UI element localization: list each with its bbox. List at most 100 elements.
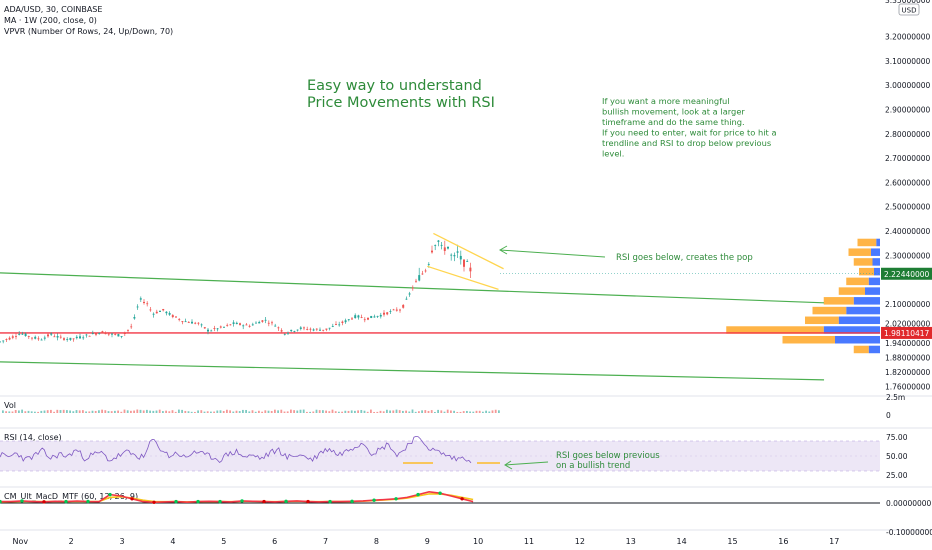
pop-arrow[interactable] (498, 245, 606, 258)
candle-body (399, 309, 401, 311)
vpvr-indicator-label[interactable]: VPVR (Number Of Rows, 24, Up/Down, 70) (4, 27, 173, 36)
candle-body (347, 319, 350, 321)
volume-bar (11, 411, 14, 413)
volume-bar (232, 411, 235, 413)
strategy-note[interactable]: If you want a more meaningful bullish mo… (602, 96, 779, 159)
price-axis[interactable]: 3.35000000 3.20000000 3.10000000 3.00000000… (885, 0, 931, 392)
candle-body (453, 255, 456, 257)
wedge-pattern[interactable] (427, 232, 504, 291)
volume-bar (277, 410, 279, 413)
volume-bar (229, 410, 231, 413)
headline-annotation[interactable]: Easy way to understand Price Movements w… (307, 78, 495, 111)
candle-body (235, 322, 238, 325)
volume-bar (104, 410, 107, 413)
pop-note[interactable]: RSI goes below, creates the pop (616, 253, 753, 263)
candle-body (59, 336, 62, 338)
candle-body (107, 333, 110, 335)
time-axis-tick: 5 (221, 537, 226, 546)
macd-pane[interactable]: CM_Ult_MacD_MTF (60, 12, 26, 9) 0.000000… (0, 490, 932, 538)
time-axis[interactable]: Nov 2 3 4 5 6 7 8 9 10 11 12 13 14 15 16 17 (13, 537, 840, 546)
candle-body (344, 320, 347, 323)
volume-bar (482, 411, 484, 413)
candle-body (168, 312, 171, 315)
candle-body (24, 333, 27, 337)
volume-bar (245, 409, 247, 413)
volume-bar (30, 411, 33, 413)
candle-body (379, 314, 382, 317)
volume-bar (213, 411, 215, 413)
volume-bar (274, 409, 276, 413)
volume-bar (50, 409, 52, 413)
candle-body (232, 322, 235, 324)
volume-profile-down-bar (857, 238, 877, 247)
volume-bar (331, 409, 334, 413)
volume-bar (350, 410, 353, 413)
volume-bar (149, 410, 151, 413)
support-price-label: 1.98110417 (884, 329, 930, 338)
volume-bar (107, 411, 110, 413)
volume-bar (302, 409, 305, 413)
candle-body (299, 327, 302, 329)
candle-body (184, 321, 187, 323)
candle-body (85, 334, 88, 336)
volume-bar (226, 409, 228, 413)
rsi-note-line-1: RSI goes below previous (556, 451, 660, 461)
macd-cross-dot (306, 499, 310, 504)
candle-body (37, 338, 40, 340)
volume-profile-up-bar (853, 297, 880, 305)
rsi-pane[interactable]: RSI (14, close) RSI goes below previous … (0, 433, 908, 480)
currency-badge[interactable]: USD (898, 3, 920, 16)
macd-cross-dot (372, 498, 376, 502)
lower-trendline[interactable] (0, 361, 825, 381)
price-axis-tick: 2.02000000 (885, 319, 931, 328)
candle-body (456, 251, 459, 253)
candle-body (18, 333, 21, 335)
candle-body (5, 339, 8, 340)
volume-bar (286, 411, 289, 413)
volume-bar (488, 411, 491, 413)
volume-bar (53, 411, 55, 413)
volume-bar (110, 411, 113, 413)
volume-pane[interactable]: Vol 2.5m 0 (2, 393, 905, 420)
price-axis-tick: 2.10000000 (885, 300, 931, 309)
volume-bar (142, 410, 145, 413)
candle-body (258, 321, 261, 324)
candle-body (261, 320, 264, 322)
volume-bar (306, 411, 308, 413)
ma-indicator-label[interactable]: MA · 1W (200, close, 0) (4, 16, 97, 25)
candle-body (392, 309, 395, 311)
macd-cross-dot (460, 497, 464, 501)
rsi-pane-label: RSI (14, close) (4, 433, 62, 442)
candle-body (459, 255, 462, 260)
candle-body (75, 336, 78, 339)
volume-bar (408, 411, 411, 413)
candle-body (95, 333, 97, 335)
candle-body (120, 336, 123, 337)
rsi-note[interactable]: RSI goes below previous on a bullish tre… (556, 451, 662, 471)
volume-bar (254, 411, 257, 413)
candle-body (335, 324, 337, 325)
time-axis-tick: 4 (170, 537, 175, 546)
macd-cross-dot (394, 497, 398, 501)
candle-body (411, 287, 414, 289)
wedge-bottom-line[interactable] (427, 265, 499, 291)
volume-profile-down-bar (846, 277, 869, 286)
candle-body (127, 329, 129, 331)
symbol-label[interactable]: ADA/USD, 30, COINBASE (4, 5, 102, 14)
candle-body (319, 329, 321, 331)
candle-body (226, 324, 229, 326)
candle-body (191, 321, 193, 324)
volume-axis-tick: 2.5m (886, 393, 905, 402)
volume-bar (334, 411, 337, 413)
macd-cross-dot (64, 499, 68, 504)
candle-body (447, 246, 449, 249)
volume-bar (414, 411, 417, 413)
volume-bar (18, 410, 20, 413)
candle-body (72, 338, 75, 340)
volume-bar (98, 410, 100, 413)
wedge-top-line[interactable] (433, 232, 504, 270)
candle-body (245, 324, 248, 326)
volume-bar (91, 410, 94, 413)
rsi-arrow[interactable] (504, 460, 549, 470)
